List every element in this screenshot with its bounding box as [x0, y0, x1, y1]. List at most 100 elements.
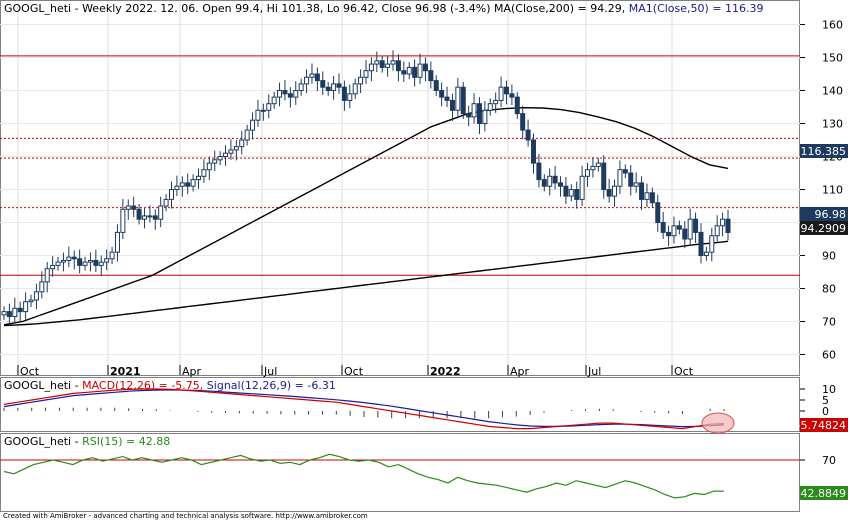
rsi-header: GOOGL_heti - RSI(15) = 42.88	[4, 435, 170, 448]
candle-body	[536, 162, 542, 181]
candle	[141, 207, 147, 229]
candle-body	[622, 169, 628, 174]
candle	[114, 224, 120, 262]
candle-body	[390, 60, 396, 65]
candle	[77, 249, 83, 274]
candle-body	[687, 218, 693, 240]
candle-body	[471, 103, 477, 118]
candle-body	[676, 225, 682, 230]
candle-body	[455, 86, 461, 111]
candle	[93, 249, 99, 272]
price-axis-label: 110	[822, 184, 843, 197]
candle	[23, 292, 29, 320]
candle-body	[358, 76, 364, 85]
candle	[12, 297, 18, 324]
candle	[228, 139, 234, 160]
candle-body	[476, 103, 482, 124]
candle	[158, 196, 164, 228]
candle-body	[304, 76, 310, 85]
candle	[168, 181, 174, 209]
candle-body	[39, 281, 45, 293]
candle-body	[660, 222, 666, 233]
candle	[606, 178, 612, 203]
candle	[336, 73, 342, 94]
candle-body	[152, 215, 158, 220]
price-axis-label: 90	[822, 250, 836, 263]
candle	[104, 249, 110, 271]
candle	[660, 211, 666, 239]
candle-body	[606, 189, 612, 197]
candle-body	[720, 218, 726, 227]
candle	[287, 87, 293, 108]
candle	[39, 271, 45, 299]
candle	[471, 93, 477, 124]
candle	[693, 212, 699, 243]
candle	[282, 79, 288, 101]
candle-body	[639, 182, 645, 200]
candle-body	[44, 268, 50, 283]
candle	[28, 294, 34, 307]
candle	[720, 212, 726, 237]
candle	[98, 255, 104, 276]
candle	[368, 57, 374, 82]
candle	[1, 306, 7, 321]
candle-body	[201, 169, 207, 177]
candle	[55, 256, 61, 271]
candle	[379, 55, 385, 73]
candle-body	[212, 159, 218, 164]
macd-value-tag: -5.74824	[797, 418, 848, 432]
candle	[514, 91, 520, 119]
candle	[536, 153, 542, 188]
candle-body	[385, 63, 391, 68]
footer-credit: Created with AmiBroker - advanced charti…	[3, 512, 368, 520]
candle-body	[628, 172, 634, 187]
candle-body	[266, 103, 272, 111]
candle	[374, 51, 380, 73]
candle	[725, 209, 731, 241]
candle	[401, 61, 407, 82]
price-axis-label: 70	[822, 316, 836, 329]
candle	[66, 246, 72, 268]
macd-axis-label: 10	[822, 383, 836, 396]
candle-body	[525, 129, 531, 141]
candle	[530, 133, 536, 174]
candle	[17, 301, 23, 323]
candle-body	[141, 215, 147, 220]
candle-body	[98, 261, 104, 266]
candle-body	[298, 83, 304, 92]
candle	[136, 204, 142, 225]
svg-text:-5.74824: -5.74824	[797, 419, 846, 432]
candle	[703, 246, 709, 261]
candle	[309, 63, 315, 84]
candle-body	[671, 225, 677, 237]
candle	[601, 155, 607, 199]
candle	[266, 94, 272, 119]
candle	[709, 227, 715, 262]
candle	[687, 208, 693, 246]
candle-body	[503, 86, 509, 95]
candle-body	[55, 261, 61, 266]
candle-body	[547, 175, 553, 187]
candle-body	[595, 162, 601, 167]
candle	[352, 78, 358, 100]
candle-body	[104, 258, 110, 263]
candle	[293, 81, 299, 106]
macd-header: GOOGL_heti - MACD(12,26) = -5.75, Signal…	[4, 379, 336, 392]
candle	[152, 209, 158, 230]
rsi-panel	[0, 433, 800, 512]
candle-body	[590, 165, 596, 171]
candle-body	[714, 225, 720, 237]
candle	[185, 173, 191, 195]
candle-body	[93, 259, 99, 266]
candle-body	[260, 109, 266, 112]
candle-body	[703, 251, 709, 256]
candle-body	[406, 66, 412, 75]
time-axis-label: 2021	[110, 365, 141, 378]
candle	[206, 156, 212, 181]
candle	[50, 256, 56, 277]
candle	[644, 183, 650, 208]
candle-body	[574, 189, 580, 200]
candle	[174, 175, 180, 197]
candle	[196, 168, 202, 189]
candle	[617, 160, 623, 195]
